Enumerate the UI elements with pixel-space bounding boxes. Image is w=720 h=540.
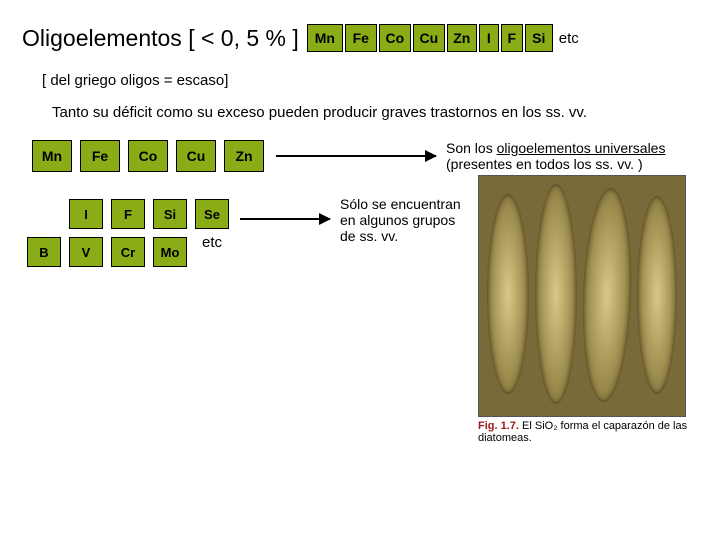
photo-caption: Fig. 1.7. El SiO₂ forma el caparazón de … <box>478 420 708 444</box>
element-box-i: I <box>69 199 103 229</box>
element-box-zn: Zn <box>224 140 264 172</box>
element-box-si: Si <box>525 24 553 52</box>
page-title: Oligoelementos [ < 0, 5 % ] <box>22 25 299 52</box>
universal-desc-term: oligoelementos universales <box>497 140 666 156</box>
element-box-f: F <box>111 199 145 229</box>
element-box-cr: Cr <box>111 237 145 267</box>
element-box-i: I <box>479 24 499 52</box>
element-box-zn: Zn <box>447 24 477 52</box>
diatom-shape <box>637 196 677 394</box>
element-box-mo: Mo <box>153 237 187 267</box>
universal-description: Son los oligoelementos universales (pres… <box>446 140 716 172</box>
element-box-cu: Cu <box>176 140 216 172</box>
diatom-photo <box>478 175 686 417</box>
element-box-si: Si <box>153 199 187 229</box>
top-element-list: MnFeCoCuZnIFSi <box>305 24 553 52</box>
element-box-mn: Mn <box>307 24 343 52</box>
element-box-b: B <box>27 237 61 267</box>
element-box-se: Se <box>195 199 229 229</box>
etc-label-top: etc <box>559 30 579 47</box>
deficit-note: Tanto su déficit como su exceso pueden p… <box>52 104 587 121</box>
diatom-shape <box>487 194 529 394</box>
universal-desc-suffix: (presentes en todos los ss. vv. ) <box>446 156 643 172</box>
element-box-f: F <box>501 24 523 52</box>
element-box-co: Co <box>379 24 411 52</box>
slide: Oligoelementos [ < 0, 5 % ] MnFeCoCuZnIF… <box>0 0 720 540</box>
diatom-shape <box>535 184 577 404</box>
element-box-v: V <box>69 237 103 267</box>
element-box-mn: Mn <box>32 140 72 172</box>
element-box-cu: Cu <box>413 24 445 52</box>
element-box-co: Co <box>128 140 168 172</box>
etc-label-group: etc <box>202 234 222 251</box>
universal-desc-prefix: Son los <box>446 140 497 156</box>
caption-fig: Fig. 1.7. <box>478 420 519 432</box>
group-element-grid: IF Si Se BV Cr Mo <box>20 192 236 274</box>
title-row: Oligoelementos [ < 0, 5 % ] MnFeCoCuZnIF… <box>22 24 579 52</box>
element-box-fe: Fe <box>345 24 377 52</box>
element-box-fe: Fe <box>80 140 120 172</box>
universal-row: MnFeCoCuZn Son los oligoelementos univer… <box>32 140 716 172</box>
diatom-shape <box>579 187 634 403</box>
universal-element-list: MnFeCoCuZn <box>32 140 272 172</box>
etymology-note: [ del griego oligos = escaso] <box>42 72 228 89</box>
arrow-icon <box>240 218 330 220</box>
group-description: Sólo se encuentran en algunos grupos de … <box>340 196 470 244</box>
arrow-icon <box>276 155 436 157</box>
